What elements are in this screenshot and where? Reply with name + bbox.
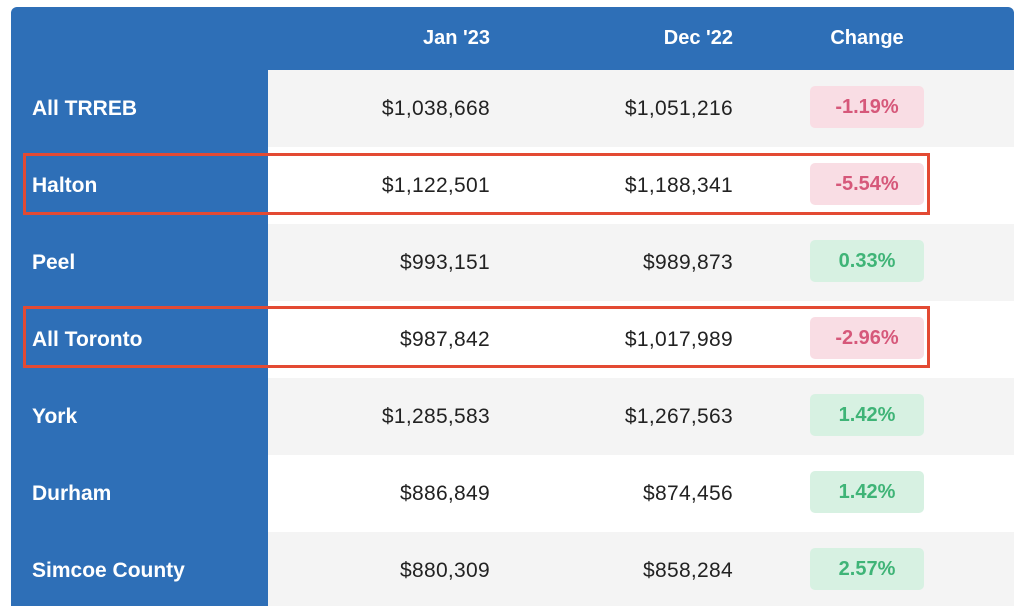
table-row: York $1,285,583 $1,267,563 1.42% (11, 378, 1014, 455)
table-header-row: Jan '23 Dec '22 Change (11, 7, 1014, 70)
dec-22-value: $1,017,989 (624, 328, 733, 351)
region-name: York (11, 378, 268, 455)
table-row: Durham $886,849 $874,456 1.42% (11, 455, 1014, 532)
table-row: All TRREB $1,038,668 $1,051,216 -1.19% (11, 70, 1014, 147)
change-badge: 0.33% (810, 240, 924, 282)
change-badge: 2.57% (810, 548, 924, 590)
jan-23-value: $987,842 (400, 328, 490, 351)
jan-23-value: $993,151 (400, 251, 490, 274)
column-header-change: Change (830, 27, 904, 49)
change-badge: -1.19% (810, 86, 924, 128)
column-header-dec-22: Dec '22 (663, 27, 733, 49)
region-name: Peel (11, 224, 268, 301)
dec-22-value: $858,284 (643, 559, 733, 582)
table-row: All Toronto $987,842 $1,017,989 -2.96% (11, 301, 1014, 378)
dec-22-value: $1,188,341 (624, 174, 733, 197)
price-table: Jan '23 Dec '22 Change All TRREB $1,038,… (11, 7, 1014, 606)
change-badge: -5.54% (810, 163, 924, 205)
table-row: Peel $993,151 $989,873 0.33% (11, 224, 1014, 301)
dec-22-value: $989,873 (643, 251, 733, 274)
change-badge: -2.96% (810, 317, 924, 359)
jan-23-value: $880,309 (400, 559, 490, 582)
change-badge: 1.42% (810, 471, 924, 513)
dec-22-value: $1,267,563 (624, 405, 733, 428)
region-name: Halton (11, 147, 268, 224)
region-name: Durham (11, 455, 268, 532)
dec-22-value: $1,051,216 (624, 97, 733, 120)
region-name: Simcoe County (11, 532, 268, 606)
jan-23-value: $1,122,501 (381, 174, 490, 197)
jan-23-value: $1,285,583 (381, 405, 490, 428)
jan-23-value: $1,038,668 (381, 97, 490, 120)
jan-23-value: $886,849 (400, 482, 490, 505)
dec-22-value: $874,456 (643, 482, 733, 505)
region-name: All TRREB (11, 70, 268, 147)
table-row: Halton $1,122,501 $1,188,341 -5.54% (11, 147, 1014, 224)
table-row: Simcoe County $880,309 $858,284 2.57% (11, 532, 1014, 606)
region-name: All Toronto (11, 301, 268, 378)
change-badge: 1.42% (810, 394, 924, 436)
column-header-jan-23: Jan '23 (422, 27, 490, 49)
